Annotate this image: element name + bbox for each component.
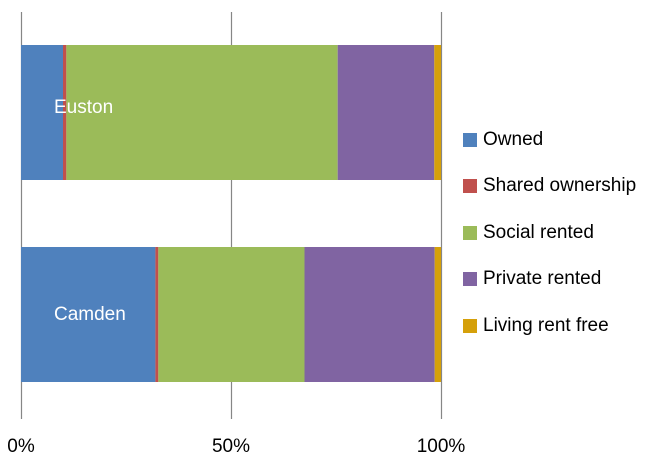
x-tick-label-50: 50% [212, 436, 250, 457]
legend-swatch [463, 319, 477, 333]
legend: Owned Shared ownership Social rented Privat… [463, 128, 636, 361]
legend-item: Social rented [463, 221, 636, 244]
legend-label: Living rent free [483, 315, 609, 337]
legend-swatch [463, 226, 477, 240]
legend-label: Shared ownership [483, 175, 636, 197]
bar-camden-shared-ownership [155, 247, 158, 382]
bar-camden-social-rented [158, 247, 304, 382]
legend-swatch [463, 133, 477, 147]
category-label-euston: Euston [54, 97, 113, 118]
legend-item: Private rented [463, 268, 636, 291]
legend-label: Owned [483, 129, 543, 151]
x-axis-tick-labels: 0% 50% 100% [7, 436, 465, 457]
category-label-camden: Camden [54, 304, 126, 325]
bar-camden-private-rented [305, 247, 435, 382]
bar-camden-living-rent-free [435, 247, 441, 382]
legend-label: Social rented [483, 222, 594, 244]
legend-swatch [463, 179, 477, 193]
legend-item: Living rent free [463, 314, 636, 337]
bar-euston-private-rented [338, 45, 435, 180]
bar-euston-living-rent-free [434, 45, 441, 180]
legend-item: Owned [463, 128, 636, 151]
legend-item: Shared ownership [463, 175, 636, 198]
x-tick-label-100: 100% [417, 436, 466, 457]
x-tick-label-0: 0% [7, 436, 35, 457]
legend-label: Private rented [483, 268, 601, 290]
legend-swatch [463, 272, 477, 286]
